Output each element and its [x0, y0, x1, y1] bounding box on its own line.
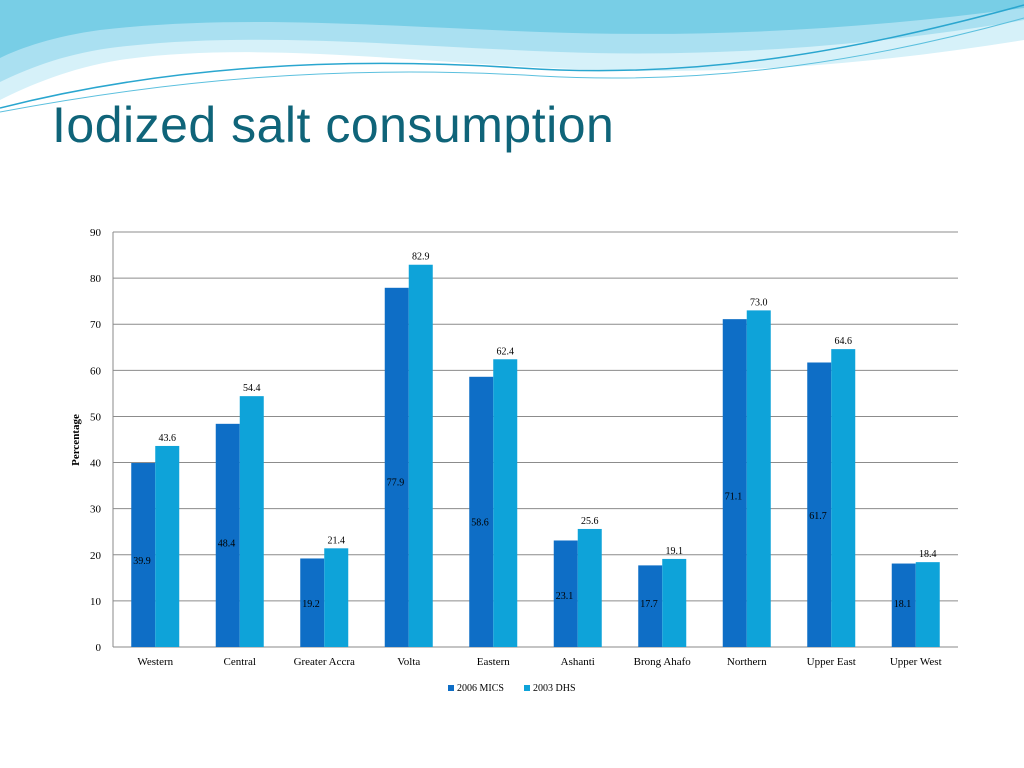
x-category-label: Western — [137, 656, 173, 668]
data-label-2003: 73.0 — [750, 297, 768, 308]
data-label-2006: 19.2 — [302, 599, 320, 610]
data-label-2003: 64.6 — [835, 336, 853, 347]
data-label-2006: 61.7 — [809, 511, 827, 522]
data-label-2006: 48.4 — [218, 539, 236, 550]
bar-2003 — [746, 310, 771, 647]
bar-2006 — [553, 540, 578, 647]
bar-2006 — [131, 463, 156, 647]
bar-2006 — [300, 558, 325, 647]
x-category-label: Central — [224, 656, 256, 668]
legend-swatch-2003 — [524, 685, 530, 691]
y-tick-label: 10 — [90, 596, 102, 608]
legend-label-2003: 2003 DHS — [533, 683, 576, 694]
data-label-2006: 17.7 — [640, 599, 658, 610]
bar-2003 — [324, 548, 349, 647]
legend-swatch-2006 — [448, 685, 454, 691]
x-category-label: Ashanti — [561, 656, 595, 668]
y-tick-label: 20 — [90, 550, 102, 562]
x-category-label: Northern — [727, 656, 767, 668]
bar-2006 — [891, 563, 916, 647]
x-category-label: Volta — [397, 656, 420, 668]
wave-top-band — [0, 0, 1024, 58]
data-label-2006: 23.1 — [556, 591, 574, 602]
y-tick-label: 60 — [90, 365, 102, 377]
data-label-2006: 18.1 — [894, 599, 912, 610]
bar-2003 — [408, 264, 433, 647]
x-axis-categories: Western Central Greater Accra Volta Eastern A… — [137, 656, 941, 668]
bar-2006 — [384, 287, 409, 647]
y-tick-label: 50 — [90, 411, 102, 423]
x-category-label: Greater Accra — [294, 656, 355, 668]
data-label-2003: 62.4 — [497, 346, 515, 357]
data-label-2006: 77.9 — [387, 477, 405, 488]
bar-2003 — [239, 396, 264, 647]
bar-2006 — [807, 362, 832, 647]
wave-line-2 — [0, 17, 1024, 113]
data-label-2006: 58.6 — [471, 517, 489, 528]
data-label-2003: 25.6 — [581, 516, 599, 527]
y-axis-label: Percentage — [70, 414, 82, 466]
y-tick-label: 70 — [90, 319, 102, 331]
data-label-2006: 39.9 — [133, 556, 151, 567]
data-label-2003: 82.9 — [412, 252, 430, 263]
bar-2003 — [831, 349, 856, 647]
y-tick-label: 80 — [90, 273, 102, 285]
data-label-2003: 43.6 — [159, 433, 177, 444]
data-label-2006: 71.1 — [725, 491, 743, 502]
legend-label-2006: 2006 MICS — [457, 683, 504, 694]
y-tick-label: 0 — [96, 642, 102, 654]
bar-2006 — [722, 319, 747, 647]
x-category-label: Eastern — [477, 656, 510, 668]
data-label-2003: 18.4 — [919, 549, 937, 560]
legend: 2006 MICS 2003 DHS — [448, 683, 576, 694]
bar-2003 — [155, 445, 180, 647]
bars — [131, 264, 940, 647]
bar-2003 — [577, 528, 602, 647]
x-category-label: Upper West — [890, 656, 942, 668]
bar-2003 — [493, 359, 518, 647]
y-tick-label: 40 — [90, 458, 102, 470]
data-label-2003: 19.1 — [666, 546, 684, 557]
bar-2003 — [915, 562, 940, 647]
wave-line-1 — [0, 4, 1024, 109]
bar-2006 — [638, 565, 663, 647]
bar-2006 — [469, 376, 494, 647]
y-axis-ticks: 0 10 20 30 40 50 60 70 80 90 — [90, 227, 102, 654]
y-tick-label: 90 — [90, 227, 102, 239]
x-category-label: Upper East — [807, 656, 856, 668]
bar-2006 — [215, 423, 240, 647]
decorative-wave-banner — [0, 0, 1024, 113]
bar-2003 — [662, 558, 687, 647]
data-labels: 39.9 43.6 48.4 54.4 19.2 21.4 77.9 82.9 58.6 62.4… — [133, 252, 936, 610]
x-category-label: Brong Ahafo — [634, 656, 692, 668]
slide-title: Iodized salt consumption — [52, 97, 615, 153]
data-label-2003: 54.4 — [243, 383, 261, 394]
y-tick-label: 30 — [90, 504, 102, 516]
data-label-2003: 21.4 — [328, 535, 346, 546]
